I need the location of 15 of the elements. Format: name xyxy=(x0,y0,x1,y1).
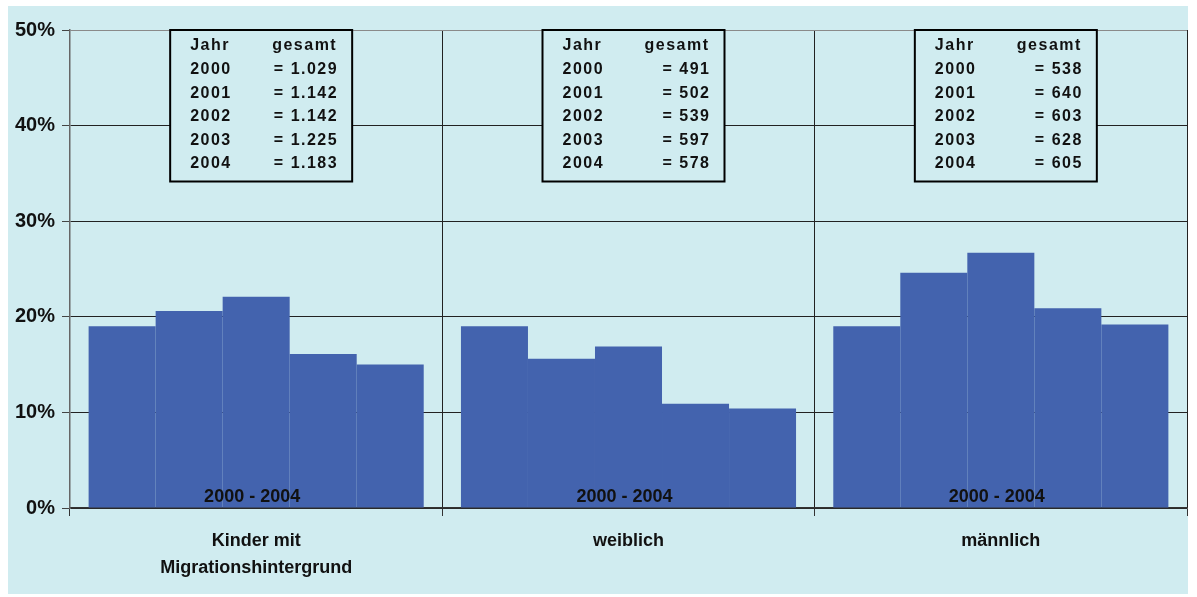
y-tick-label: 0% xyxy=(26,495,56,518)
x-tick-label: Kinder mit Migrationshintergrund xyxy=(160,530,353,578)
annotation: 2000 - 2004 xyxy=(576,486,673,506)
y-tick-label: 50% xyxy=(14,17,56,40)
x-tick-label: männlich xyxy=(961,530,1041,551)
annotation: 2000 - 2004 xyxy=(948,486,1045,506)
y-tick-label: 30% xyxy=(14,208,56,231)
x-tick-label: weiblich xyxy=(591,530,665,551)
text: Jahr gesamt 2000 = 538 2001 = 640 2002 = 603 2003 = 628 2004 = 605 xyxy=(934,36,1083,172)
text: Jahr gesamt 2000 = 491 2001 = 502 2002 = 539 2003 = 597 2004 = 578 xyxy=(562,36,711,172)
y-tick-label: 40% xyxy=(14,113,56,136)
y-tick-label: 20% xyxy=(14,304,56,327)
text: Jahr gesamt 2000 = 1.029 2001 = 1.142 2002 = 1.142 2003 = 1.225 2004 = 1.183 xyxy=(190,36,339,172)
annotation: 2000 - 2004 xyxy=(204,486,301,506)
y-tick-label: 10% xyxy=(14,399,56,422)
